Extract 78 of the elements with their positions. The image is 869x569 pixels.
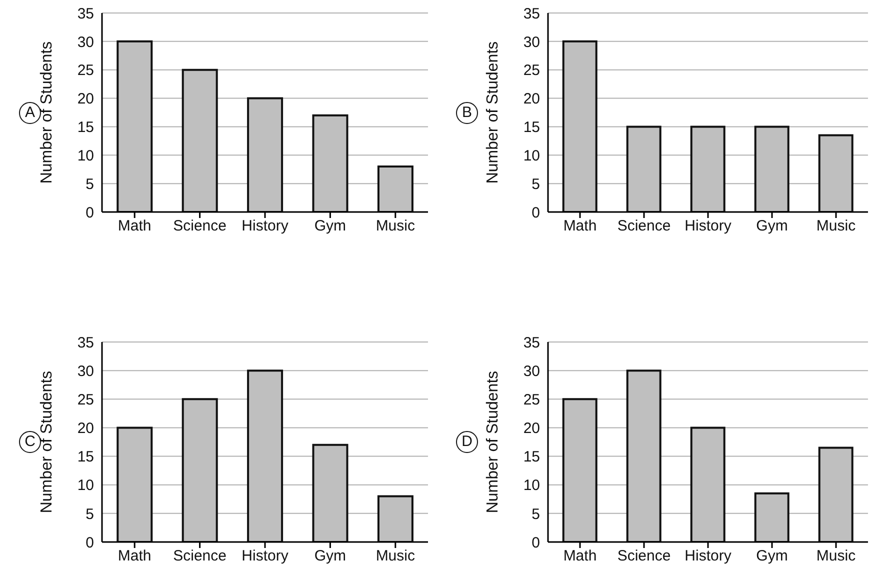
y-tick-label: 15	[77, 119, 94, 136]
bar	[626, 126, 662, 212]
x-tick-label: Math	[118, 548, 152, 565]
x-tick-label: History	[242, 548, 289, 565]
y-axis-title: Number of Students	[38, 41, 56, 184]
y-tick-label: 20	[77, 90, 94, 108]
y-tick-label: 35	[77, 5, 94, 22]
x-tick-label: Science	[617, 548, 671, 565]
x-tick-label: Science	[617, 218, 671, 235]
y-tick-label: 15	[523, 448, 540, 466]
bar	[754, 492, 790, 542]
y-tick-label: 5	[532, 506, 540, 523]
x-tick-label: Gym	[314, 548, 346, 565]
y-tick-label: 15	[77, 448, 94, 466]
bar	[116, 426, 153, 542]
y-tick-label: 0	[86, 204, 94, 222]
y-tick-label: 35	[523, 5, 540, 22]
y-tick-label: 0	[532, 204, 540, 222]
y-tick-label: 10	[77, 147, 94, 164]
x-tick-label: Music	[816, 548, 856, 565]
y-tick-label: 35	[523, 334, 540, 352]
bar	[754, 126, 790, 212]
bar	[690, 426, 726, 542]
bar	[626, 370, 662, 542]
x-tick-label: Gym	[756, 548, 788, 565]
bar	[116, 40, 153, 212]
y-tick-label: 10	[77, 477, 94, 494]
y-tick-label: 10	[523, 477, 540, 494]
y-tick-label: 25	[77, 391, 94, 408]
y-tick-label: 5	[86, 176, 94, 193]
text: A	[24, 104, 35, 120]
x-tick-label: Science	[173, 548, 226, 565]
y-tick-label: 5	[532, 176, 540, 193]
y-tick-label: 25	[523, 391, 540, 408]
bar	[312, 114, 348, 212]
x-tick-label: Music	[376, 218, 416, 235]
y-tick-label: 10	[523, 147, 540, 164]
y-tick-label: 30	[77, 362, 94, 380]
y-tick-label: 0	[86, 534, 94, 552]
x-tick-label: History	[684, 218, 732, 235]
bar	[312, 444, 348, 542]
y-tick-label: 25	[523, 62, 540, 80]
x-tick-label: Gym	[756, 218, 788, 235]
bar	[690, 126, 726, 212]
bar	[818, 446, 854, 542]
bar	[818, 134, 854, 212]
y-tick-label: 20	[523, 90, 540, 108]
x-tick-label: Math	[563, 218, 597, 235]
y-tick-label: 20	[523, 420, 540, 438]
y-axis-title: Number of Students	[38, 370, 56, 514]
y-tick-label: 35	[77, 334, 94, 352]
y-tick-label: 15	[523, 119, 540, 136]
y-axis-title: Number of Students	[484, 370, 502, 514]
y-tick-label: 30	[77, 34, 94, 51]
x-tick-label: Gym	[314, 218, 346, 235]
y-tick-label: 25	[77, 62, 94, 80]
x-tick-label: Math	[118, 218, 152, 235]
x-tick-label: History	[684, 548, 732, 565]
y-tick-label: 30	[523, 34, 540, 51]
x-tick-label: Math	[563, 548, 597, 565]
x-tick-label: Science	[173, 218, 226, 235]
bar	[377, 495, 414, 542]
bar	[562, 398, 598, 542]
x-tick-label: Music	[376, 548, 416, 565]
bar	[182, 398, 218, 542]
y-tick-label: 20	[77, 420, 94, 438]
text: C	[24, 433, 36, 450]
bar	[247, 97, 284, 212]
bar	[377, 166, 414, 212]
x-tick-label: History	[242, 218, 289, 235]
y-tick-label: 5	[86, 506, 94, 523]
bar	[182, 68, 218, 212]
y-tick-label: 0	[532, 534, 540, 552]
bar	[562, 40, 598, 212]
y-tick-label: 30	[523, 362, 540, 380]
y-axis-title: Number of Students	[484, 41, 502, 184]
x-tick-label: Music	[816, 218, 856, 235]
bar	[247, 370, 284, 542]
